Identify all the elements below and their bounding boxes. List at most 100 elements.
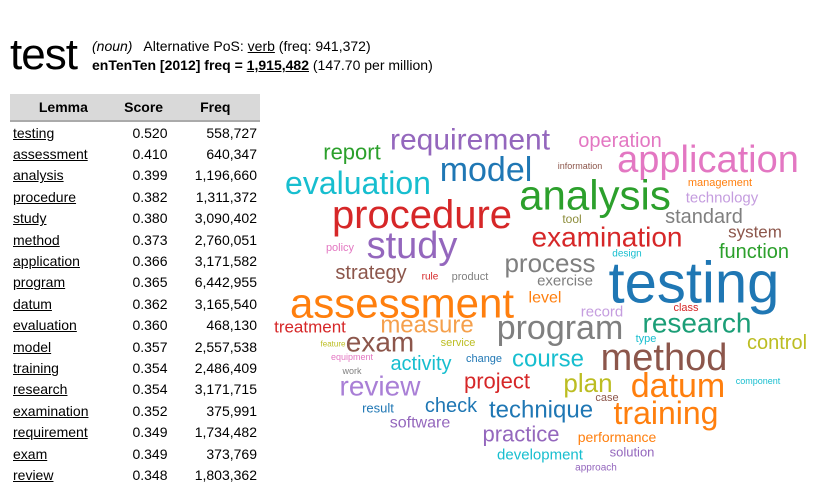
- lemma-cell[interactable]: method: [13, 231, 60, 248]
- cloud-word[interactable]: component: [736, 376, 781, 386]
- lemma-cell[interactable]: study: [13, 210, 47, 227]
- cloud-word[interactable]: performance: [578, 429, 657, 445]
- cloud-word[interactable]: exam: [346, 327, 414, 358]
- cloud-word[interactable]: software: [390, 415, 451, 432]
- cloud-word[interactable]: work: [341, 366, 362, 376]
- number-cell: 0.373: [132, 231, 168, 248]
- number-cell: 375,991: [206, 402, 257, 419]
- cloud-word[interactable]: evaluation: [285, 165, 431, 201]
- table-row: research 0.354 3,171,715: [10, 379, 260, 400]
- lemma-cell[interactable]: testing: [13, 124, 55, 141]
- cloud-word[interactable]: plan: [563, 368, 612, 398]
- alt-freq: (freq: 941,372): [278, 38, 371, 54]
- lemma-cell[interactable]: training: [13, 359, 59, 376]
- cloud-word[interactable]: case: [595, 392, 618, 404]
- cloud-word[interactable]: record: [581, 304, 624, 321]
- lemma-cell[interactable]: exam: [13, 445, 48, 462]
- cloud-word[interactable]: class: [673, 302, 699, 314]
- cloud-word[interactable]: assessment: [290, 280, 514, 327]
- cloud-word[interactable]: procedure: [332, 193, 512, 237]
- cloud-word[interactable]: management: [688, 177, 752, 189]
- lemma-cell[interactable]: analysis: [13, 167, 64, 184]
- cloud-word[interactable]: check: [425, 395, 478, 417]
- table-row: review 0.348 1,803,362: [10, 464, 260, 485]
- cloud-word[interactable]: tool: [562, 212, 581, 226]
- cloud-word[interactable]: report: [323, 140, 380, 165]
- cloud-word[interactable]: change: [466, 353, 502, 365]
- alt-pos[interactable]: verb: [247, 38, 275, 54]
- cloud-word[interactable]: datum: [631, 367, 726, 405]
- cloud-word[interactable]: standard: [665, 206, 743, 228]
- cloud-word[interactable]: system: [728, 223, 782, 242]
- per-million: (147.70 per million): [312, 57, 433, 73]
- cloud-word[interactable]: design: [612, 249, 641, 260]
- cloud-word[interactable]: equipment: [331, 352, 374, 362]
- lemma-cell[interactable]: review: [13, 466, 54, 483]
- table-row: exam 0.349 373,769: [10, 443, 260, 464]
- table-row: examination 0.352 375,991: [10, 400, 260, 421]
- cloud-word[interactable]: service: [441, 337, 476, 349]
- table-row: procedure 0.382 1,311,372: [10, 186, 260, 207]
- cloud-word[interactable]: practice: [482, 422, 559, 447]
- number-cell: 0.348: [132, 466, 168, 483]
- cloud-word[interactable]: model: [440, 151, 533, 189]
- cloud-word[interactable]: project: [464, 369, 530, 394]
- number-cell: 468,130: [206, 317, 257, 334]
- lemma-cell[interactable]: program: [13, 274, 66, 291]
- cloud-word[interactable]: control: [747, 332, 807, 354]
- cloud-word[interactable]: technique: [489, 397, 593, 424]
- cloud-word[interactable]: training: [614, 395, 719, 431]
- lemma-cell[interactable]: datum: [13, 295, 52, 312]
- cloud-word[interactable]: research: [643, 308, 752, 339]
- cloud-word[interactable]: rule: [422, 272, 439, 283]
- header-line: (noun) Alternative PoS: verb (freq: 941,…: [92, 38, 371, 54]
- lemma-cell[interactable]: requirement: [13, 424, 88, 441]
- number-cell: 373,769: [206, 445, 257, 462]
- column-header: Score: [116, 94, 171, 122]
- cloud-word[interactable]: method: [601, 337, 728, 379]
- cloud-word[interactable]: treatment: [274, 318, 346, 337]
- number-cell: 3,171,582: [194, 253, 257, 270]
- cloud-word[interactable]: activity: [390, 353, 451, 375]
- lemma-cell[interactable]: research: [13, 381, 68, 398]
- header-line: enTenTen [2012] freq = 1,915,482 (147.70…: [92, 57, 433, 73]
- cloud-word[interactable]: examination: [532, 222, 683, 253]
- cloud-word[interactable]: analysis: [519, 172, 671, 219]
- cloud-word[interactable]: product: [452, 271, 489, 283]
- cloud-word[interactable]: study: [367, 225, 458, 267]
- cloud-word[interactable]: policy: [326, 242, 355, 254]
- cloud-word[interactable]: type: [636, 333, 657, 345]
- cloud-word[interactable]: application: [617, 139, 799, 181]
- freq[interactable]: 1,915,482: [246, 57, 309, 73]
- cloud-word[interactable]: solution: [610, 445, 655, 460]
- lemma-cell[interactable]: procedure: [13, 188, 77, 205]
- number-cell: 6,442,955: [194, 274, 257, 291]
- lemma-cell[interactable]: application: [13, 253, 80, 270]
- cloud-word[interactable]: feature: [321, 340, 346, 349]
- cloud-word[interactable]: strategy: [335, 262, 406, 284]
- cloud-word[interactable]: result: [362, 401, 394, 416]
- cloud-word[interactable]: review: [340, 371, 422, 402]
- lemma-cell[interactable]: examination: [13, 402, 89, 419]
- cloud-word[interactable]: approach: [575, 463, 617, 474]
- cloud-word[interactable]: course: [512, 346, 584, 373]
- cloud-word[interactable]: exercise: [537, 273, 593, 290]
- number-cell: 0.365: [132, 274, 168, 291]
- cloud-word[interactable]: development: [497, 447, 584, 464]
- lemma-cell[interactable]: assessment: [13, 146, 88, 163]
- cloud-word[interactable]: testing: [609, 251, 780, 316]
- lemma-cell[interactable]: evaluation: [13, 317, 77, 334]
- cloud-word[interactable]: function: [719, 241, 789, 263]
- cloud-word[interactable]: program: [497, 309, 624, 347]
- cloud-word[interactable]: operation: [578, 130, 661, 152]
- cloud-word[interactable]: requirement: [390, 124, 551, 157]
- cloud-word[interactable]: measure: [380, 312, 473, 339]
- number-cell: 558,727: [206, 124, 257, 141]
- cloud-word[interactable]: process: [504, 248, 595, 278]
- cloud-word[interactable]: technology: [686, 190, 759, 207]
- cloud-word[interactable]: level: [529, 290, 562, 307]
- lemma-cell[interactable]: model: [13, 338, 52, 355]
- pos: (noun): [92, 38, 133, 54]
- cloud-word[interactable]: information: [558, 161, 603, 171]
